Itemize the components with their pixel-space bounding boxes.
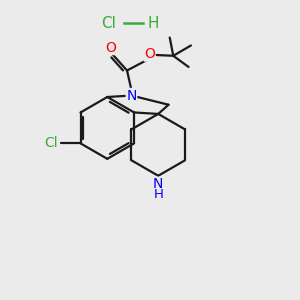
Text: Cl: Cl — [44, 136, 58, 150]
Text: N: N — [126, 88, 136, 103]
Text: O: O — [105, 40, 116, 55]
Text: H: H — [153, 188, 163, 201]
Text: Cl: Cl — [101, 16, 116, 31]
Text: H: H — [147, 16, 159, 31]
Text: O: O — [144, 47, 155, 61]
Text: N: N — [153, 177, 164, 191]
